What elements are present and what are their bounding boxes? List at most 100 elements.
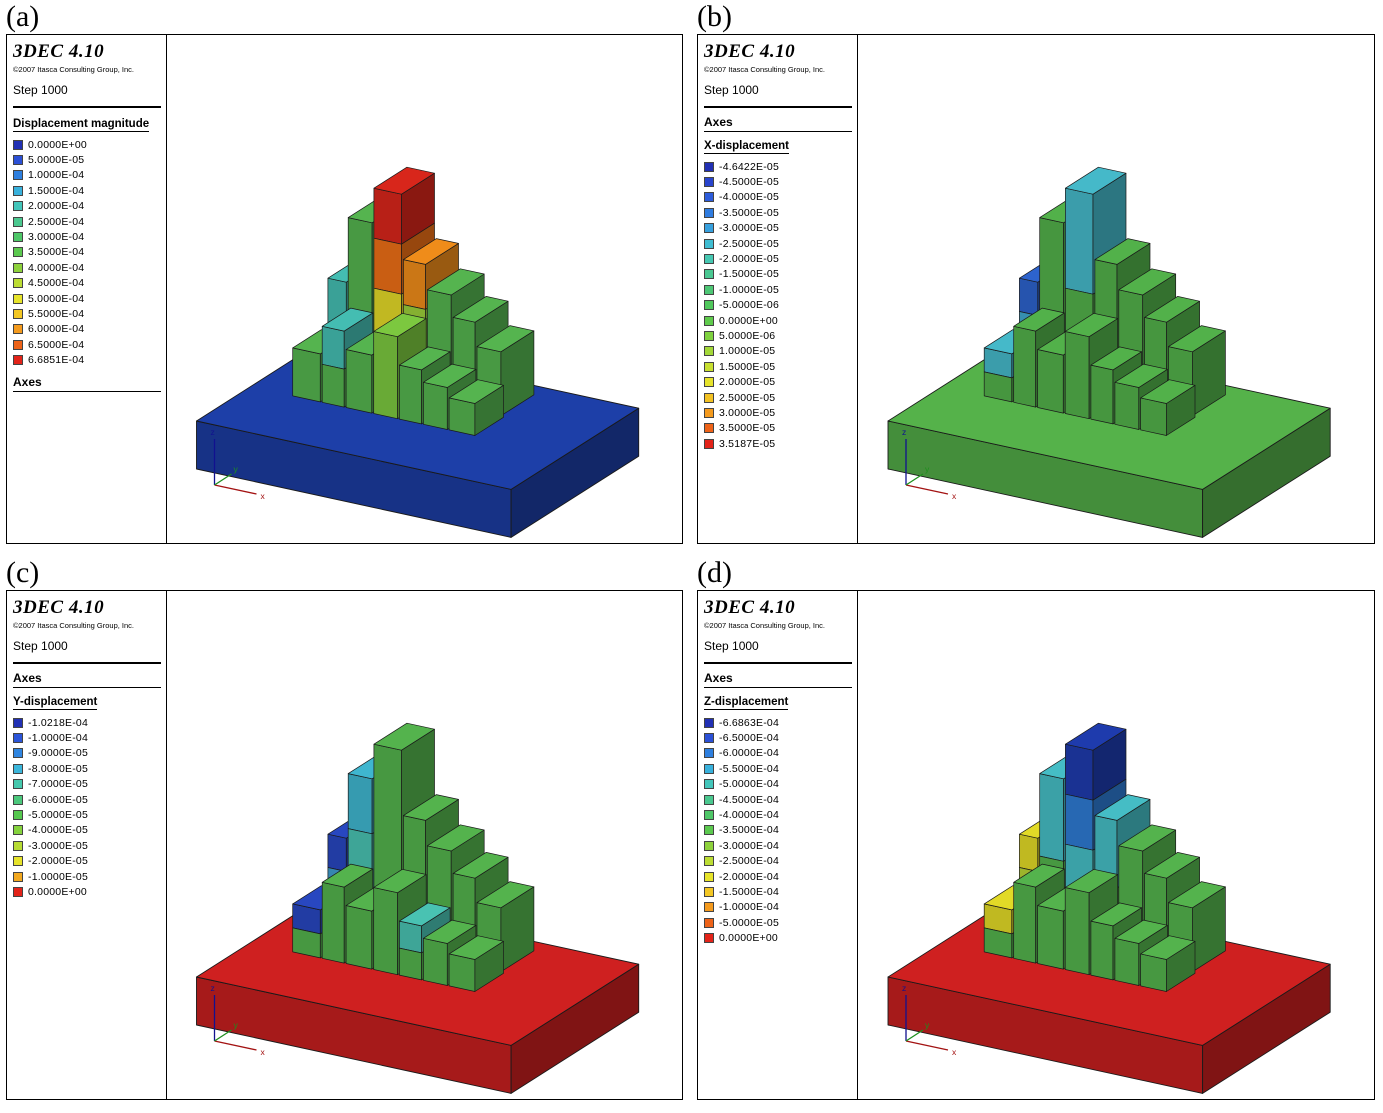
block-top-face <box>426 268 485 296</box>
axis-z-label: z <box>902 983 906 993</box>
legend-row: 0.0000E+00 <box>704 930 852 945</box>
legend-row: 1.0000E-04 <box>13 168 161 183</box>
legend-value: 5.0000E-06 <box>719 329 776 342</box>
legend-swatch <box>704 779 714 790</box>
axis-line <box>905 473 924 486</box>
block-top-face <box>476 325 535 353</box>
legend-swatch <box>13 717 23 728</box>
block-top-face <box>1064 312 1119 338</box>
axis-line <box>905 1040 949 1051</box>
axis-triad: z x y <box>211 983 266 1057</box>
legend-swatch <box>704 825 714 836</box>
legend-value: 3.5187E-05 <box>719 437 776 450</box>
legend-row: -4.0000E-05 <box>13 823 161 838</box>
legend-row: -7.0000E-05 <box>13 777 161 792</box>
axis-triad: z x y <box>902 427 957 501</box>
axis-z-label: z <box>902 427 906 437</box>
sidebar: 3DEC 4.10 ©2007 Itasca Consulting Group,… <box>698 35 858 543</box>
axis-z-label: z <box>211 427 215 437</box>
legend-swatch <box>704 361 714 372</box>
sidebar: 3DEC 4.10 ©2007 Itasca Consulting Group,… <box>698 591 858 1099</box>
plot-area: z x y <box>167 591 682 1099</box>
block-front-face <box>423 937 448 986</box>
legend-value: -6.0000E-05 <box>28 793 88 806</box>
block-front-face <box>327 833 347 872</box>
legend-swatch <box>13 232 23 243</box>
block-top-face <box>1013 307 1065 332</box>
legend-row: -6.5000E-04 <box>704 730 852 745</box>
legend-swatch <box>704 856 714 867</box>
block-top-face <box>1144 852 1200 879</box>
legend-row: -5.5000E-04 <box>704 761 852 776</box>
block-front-face <box>373 237 402 295</box>
legend-value: -4.0000E-04 <box>719 809 779 822</box>
block-top-face <box>1118 824 1177 852</box>
legend-row: -3.5000E-04 <box>704 823 852 838</box>
legend-value: -2.0000E-04 <box>719 870 779 883</box>
legend-swatch <box>704 748 714 759</box>
sidebar: 3DEC 4.10 ©2007 Itasca Consulting Group,… <box>7 35 167 543</box>
block-front-face <box>1140 953 1167 992</box>
axis-triad: z x y <box>211 427 266 501</box>
legend-swatch <box>13 825 23 836</box>
plot-area: z x y <box>167 35 682 543</box>
panel-label: (b) <box>697 0 732 33</box>
legend-value: -5.0000E-05 <box>28 809 88 822</box>
axis-x-label: x <box>952 1047 957 1057</box>
figure-frame: 3DEC 4.10 ©2007 Itasca Consulting Group,… <box>697 34 1375 544</box>
block-front-face <box>1064 887 1090 976</box>
block-front-face <box>321 325 345 370</box>
legend-row: 3.5000E-05 <box>704 421 852 436</box>
block-top-face <box>1144 296 1200 323</box>
block-top-face <box>1118 268 1177 296</box>
sidebar-sections: Axes Y-displacement -1.0218E-04 -1.0000E-04… <box>13 671 161 900</box>
legend-row: 3.5000E-04 <box>13 245 161 260</box>
legend-row: -5.0000E-04 <box>704 777 852 792</box>
legend-value: -9.0000E-05 <box>28 747 88 760</box>
legend-swatch <box>704 377 714 388</box>
block-front-face <box>399 364 422 425</box>
panel-label: (c) <box>6 556 40 589</box>
legend-value: -6.0000E-04 <box>719 747 779 760</box>
legend-swatch <box>13 886 23 897</box>
block-front-face <box>403 259 426 310</box>
legend-swatch <box>704 733 714 744</box>
block-top-face <box>399 346 451 371</box>
legend-row: -1.5000E-04 <box>704 884 852 899</box>
legend-row: 6.6851E-04 <box>13 352 161 367</box>
step-label: Step 1000 <box>13 83 68 97</box>
legend-value: -1.5000E-04 <box>719 885 779 898</box>
legend-swatch <box>704 917 714 928</box>
axis-y-label: y <box>925 1020 930 1030</box>
legend-row: 3.0000E-04 <box>13 229 161 244</box>
legend-value: 6.0000E-04 <box>28 323 85 336</box>
legend-value: -2.5000E-05 <box>719 237 779 250</box>
block-top-face <box>452 296 509 323</box>
legend-value: 5.5000E-04 <box>28 307 85 320</box>
legend-swatch <box>704 284 714 295</box>
legend-swatch <box>13 262 23 273</box>
legend-swatch <box>704 346 714 357</box>
step-label: Step 1000 <box>704 639 759 653</box>
block-top-face <box>423 363 477 388</box>
legend-row: 3.0000E-05 <box>704 405 852 420</box>
legend-swatch <box>704 871 714 882</box>
block-front-face <box>347 773 373 835</box>
legend-swatch <box>13 810 23 821</box>
legend-row: 0.0000E+00 <box>704 313 852 328</box>
block-top-face <box>403 794 459 821</box>
legend-swatch <box>704 207 714 218</box>
figure-frame: 3DEC 4.10 ©2007 Itasca Consulting Group,… <box>6 590 683 1100</box>
block-front-face <box>448 953 476 992</box>
legend-value: 1.0000E-05 <box>719 345 776 358</box>
copyright-text: ©2007 Itasca Consulting Group, Inc. <box>13 65 135 74</box>
plot-area: z x y <box>858 591 1374 1099</box>
axis-y-label: y <box>234 1020 239 1030</box>
block-front-face <box>448 397 476 436</box>
legend-value: 6.5000E-04 <box>28 338 85 351</box>
legend-list: -1.0218E-04 -1.0000E-04 -9.0000E-05 -8.0000… <box>13 715 161 900</box>
legend-value: -6.5000E-04 <box>719 732 779 745</box>
block-top-face <box>1114 363 1168 388</box>
axes-section-label: Axes <box>13 671 161 688</box>
legend-row: -2.0000E-05 <box>13 854 161 869</box>
